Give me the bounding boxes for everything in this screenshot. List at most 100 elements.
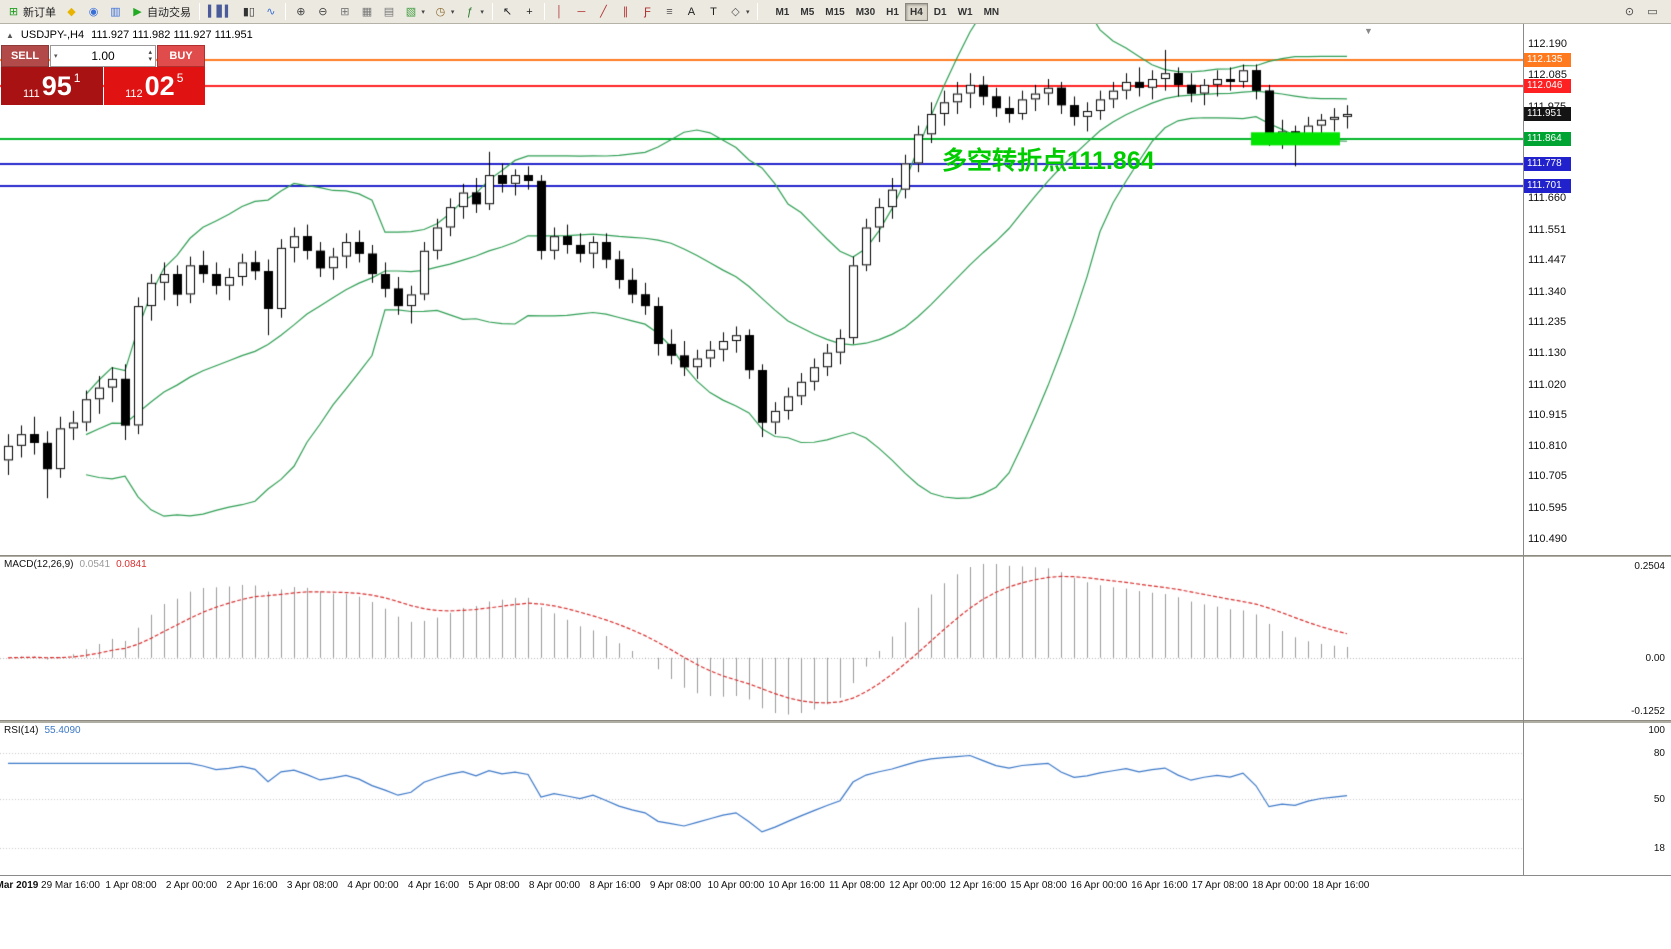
timeframe-h1-button[interactable]: H1 — [886, 6, 899, 18]
price-chart[interactable] — [0, 24, 1523, 555]
navigator-icon: ◉ — [88, 5, 99, 18]
timeframe-m1-button[interactable]: M1 — [775, 6, 790, 18]
time-axis-label: 1 Apr 08:00 — [105, 880, 157, 891]
horizontal-line-icon: ─ — [577, 5, 586, 18]
toolbar-separator — [491, 3, 493, 20]
cursor-icon: ↖ — [502, 5, 513, 18]
timeframe-h4-button[interactable]: H4 — [904, 2, 928, 21]
navigator-button[interactable]: ◉ — [83, 2, 104, 22]
toolbar-separator — [543, 3, 545, 20]
selection-box-icon: ▭ — [1647, 5, 1658, 18]
price-tick-label: 110.595 — [1528, 502, 1567, 515]
dropdown-arrow-icon: ▾ — [480, 8, 484, 16]
channel-button[interactable]: ∥ — [615, 2, 636, 22]
shapes-button[interactable]: ≡ — [659, 2, 680, 22]
selection-button[interactable]: ▭ — [1642, 2, 1663, 22]
timeframe-d1-button[interactable]: D1 — [933, 6, 947, 18]
bar-chart-icon: ▍▋▍ — [208, 5, 234, 18]
bar-chart-type-button[interactable]: ▍▋▍ — [204, 2, 237, 22]
rsi-scale-label: 50 — [1653, 794, 1665, 805]
pane-divider[interactable] — [0, 720, 1671, 723]
buy-button[interactable]: BUY — [157, 45, 205, 67]
macd-signal-value: 0.0841 — [116, 559, 147, 570]
timeframe-w1-button[interactable]: W1 — [957, 6, 973, 18]
time-axis-label: 8 Apr 16:00 — [589, 880, 641, 891]
text-label-button[interactable]: T — [703, 2, 724, 22]
search-button[interactable]: ⊙ — [1619, 2, 1640, 22]
price-tick-label: 111.020 — [1528, 378, 1567, 391]
sell-button[interactable]: SELL — [1, 45, 49, 67]
horizontal-line-button[interactable]: ─ — [571, 2, 592, 22]
fibonacci-button[interactable]: Ƒ — [637, 2, 658, 22]
new-chart-button[interactable]: ▧ ▾ — [400, 2, 429, 22]
dropdown-arrow-icon: ▾ — [450, 8, 455, 16]
timeframe-switcher: M1 M5 M15 M30 H1 H4 D1 W1 MN — [770, 2, 1004, 21]
arrows-button[interactable]: ◇ ▾ — [725, 2, 754, 22]
autotrade-button[interactable]: ▶ 自动交易 — [127, 2, 195, 22]
cascade-windows-button[interactable]: ▦ — [356, 2, 377, 22]
arrange-windows-button[interactable]: ▤ — [378, 2, 399, 22]
time-axis-label: 29 Mar 16:00 — [41, 880, 100, 891]
price-axis[interactable]: 112.190112.085111.975111.660111.551111.4… — [1523, 0, 1671, 949]
toolbar: ⊞ 新订单 ◆ ◉ ▥ ▶ 自动交易 ▍▋▍ ▮▯ ∿ ⊕ ⊖ ⊞ ▦ ▤ ▧ ▾ ◷ ▾ ƒ ▾ ↖ + │ ─ ╱ ∥ Ƒ ≡ A T ◇… — [0, 0, 1671, 24]
volume-dropdown-icon[interactable]: ▾ — [54, 53, 58, 60]
time-axis-label: 9 Apr 08:00 — [649, 880, 702, 891]
dropdown-arrow-icon: ▾ — [745, 8, 750, 16]
spinner-up-icon[interactable]: ▴ — [148, 49, 152, 56]
price-tick-label: 110.915 — [1528, 409, 1567, 422]
tile-windows-icon: ⊞ — [340, 5, 350, 18]
price-tick-label: 110.705 — [1528, 470, 1567, 483]
timeframe-mn-button[interactable]: MN — [983, 6, 1000, 18]
volume-input[interactable] — [60, 49, 146, 63]
zoom-in-icon: ⊕ — [296, 5, 306, 18]
timeframe-m30-button[interactable]: M30 — [855, 6, 876, 18]
sell-price-button[interactable]: 111 95 1 — [1, 67, 103, 105]
price-tick-label: 110.490 — [1528, 532, 1567, 545]
time-axis-label: 18 Apr 00:00 — [1252, 880, 1309, 891]
time-axis-label: 10 Apr 00:00 — [707, 880, 765, 891]
macd-main-value: 0.0541 — [79, 559, 111, 570]
terminal-button[interactable]: ▥ — [105, 2, 126, 22]
trendline-button[interactable]: ╱ — [593, 2, 614, 22]
profiles-button[interactable]: ◷ ▾ — [430, 2, 459, 22]
timeframe-m5-button[interactable]: M5 — [800, 6, 815, 18]
ask-pip-digit: 5 — [176, 71, 184, 85]
chart-shift-marker-icon: ▼ — [1364, 26, 1373, 36]
oct-collapse-arrow[interactable]: ▲ — [6, 30, 14, 40]
buy-price-button[interactable]: 112 02 5 — [103, 67, 205, 105]
price-tick-label: 111.660 — [1528, 192, 1567, 205]
timeframe-m15-button[interactable]: M15 — [825, 6, 845, 18]
autotrade-button-label: 自动交易 — [147, 6, 191, 19]
indicators-button[interactable]: ƒ ▾ — [459, 2, 488, 22]
line-chart-type-button[interactable]: ∿ — [260, 2, 281, 22]
pane-divider[interactable] — [0, 555, 1671, 557]
crosshair-button[interactable]: + — [519, 2, 540, 22]
new-order-button[interactable]: ⊞ 新订单 — [3, 2, 60, 22]
price-tick-label: 111.235 — [1528, 316, 1567, 329]
price-badge: 112.135 — [1524, 53, 1571, 68]
tile-windows-button[interactable]: ⊞ — [334, 2, 355, 22]
macd-scale-label: 0.2504 — [1634, 561, 1665, 572]
macd-pane[interactable] — [0, 557, 1523, 720]
chart-title: ▲ USDJPY-,H4 111.927 111.982 111.927 111… — [6, 29, 253, 41]
time-axis-label: 4 Apr 00:00 — [347, 880, 399, 891]
bid-pip-digit: 1 — [73, 71, 81, 85]
zoom-out-button[interactable]: ⊖ — [312, 2, 333, 22]
candlestick-type-button[interactable]: ▮▯ — [238, 2, 259, 22]
macd-scale-label: -0.1252 — [1631, 706, 1665, 717]
price-badge: 111.864 — [1524, 131, 1571, 146]
spinner-down-icon[interactable]: ▾ — [148, 56, 152, 63]
market-watch-button[interactable]: ◆ — [61, 2, 82, 22]
time-axis-label: 29 Mar 2019 — [0, 880, 39, 891]
toolbar-right-group: ⊙ ▭ — [1619, 2, 1668, 22]
rsi-pane[interactable] — [0, 723, 1523, 875]
market-watch-icon: ◆ — [67, 5, 76, 18]
vertical-line-button[interactable]: │ — [549, 2, 570, 22]
toolbar-separator — [285, 3, 287, 20]
text-button[interactable]: A — [681, 2, 702, 22]
annotation-text[interactable]: 多空转折点111.864 — [942, 147, 1155, 175]
cursor-button[interactable]: ↖ — [497, 2, 518, 22]
time-axis-label: 4 Apr 16:00 — [407, 880, 460, 891]
zoom-in-button[interactable]: ⊕ — [290, 2, 311, 22]
